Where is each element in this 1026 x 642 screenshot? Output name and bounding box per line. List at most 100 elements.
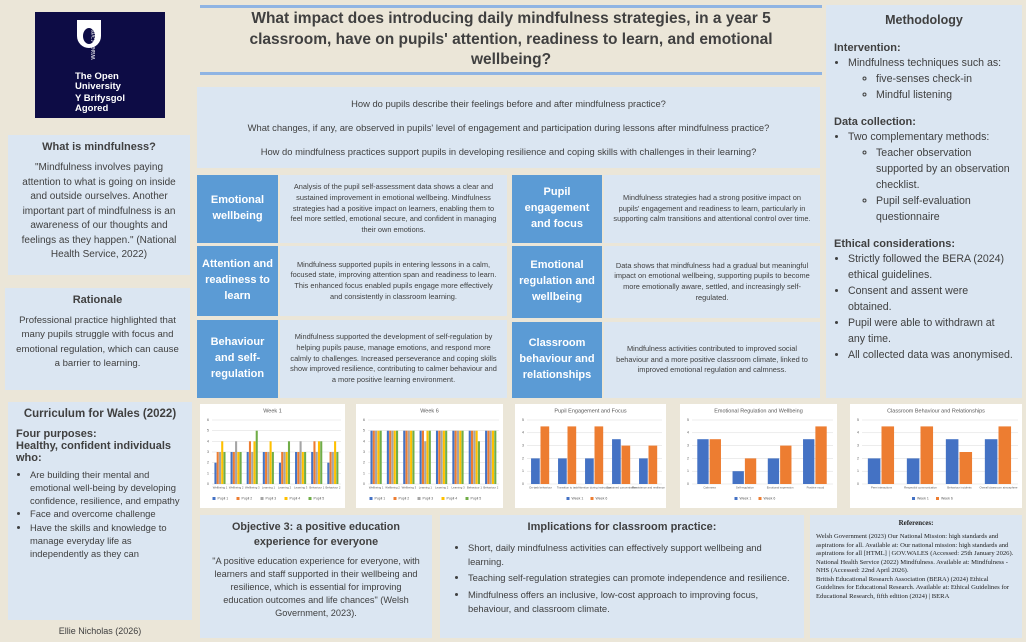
y-tick-label: 3: [522, 444, 524, 448]
bar: [221, 441, 224, 484]
bar: [473, 430, 476, 484]
bar: [237, 452, 240, 484]
bar: [984, 439, 998, 484]
quote: "Mindfulness involves paying attention t…: [21, 162, 177, 260]
bar: [567, 426, 577, 484]
y-tick-label: 3: [857, 444, 859, 448]
bar: [311, 452, 314, 484]
chart: Emotional Regulation and Wellbeing 0 1 2 3 4 5…: [680, 404, 837, 508]
bar: [214, 462, 217, 484]
x-tick-label: Learning 1: [419, 486, 433, 490]
list-item: Teaching self-regulation strategies can …: [468, 571, 792, 585]
bar: [313, 441, 316, 484]
y-tick-label: 2: [207, 461, 209, 465]
y-tick-label: 4: [522, 431, 524, 435]
title-box: What impact does introducing daily mindf…: [200, 5, 822, 75]
x-tick-label: Behaviour 1: [309, 486, 324, 490]
x-tick-label: Transition to task: [557, 486, 579, 490]
list-item: Mindfulness offers an inclusive, low-cos…: [468, 588, 792, 615]
bar: [216, 452, 219, 484]
y-tick-label: 6: [363, 418, 365, 422]
list-item: Two complementary methods:: [848, 130, 1014, 146]
x-tick-label: Wellbeing 3: [402, 486, 417, 490]
heading: References:: [898, 519, 934, 527]
bar: [468, 430, 471, 484]
bar: [998, 426, 1012, 484]
legend-swatch: [212, 497, 216, 500]
finding-label: Pupil engagement and focus: [512, 175, 602, 243]
legend-label: Week 1: [572, 496, 584, 500]
bar: [410, 430, 413, 484]
text: Professional practice highlighted that m…: [16, 315, 179, 370]
y-tick-label: 5: [687, 418, 689, 422]
x-tick-label: Overall classroom atmosphere: [980, 486, 1018, 490]
bar: [489, 430, 492, 484]
x-tick-label: Sustained concentration: [606, 486, 636, 490]
x-tick-label: Persistence and resilience: [632, 486, 665, 490]
bar: [370, 430, 373, 484]
bar: [267, 452, 270, 484]
bar: [271, 452, 274, 484]
list-item: five-senses check-in: [876, 72, 1014, 88]
subheading: Four purposes:: [16, 428, 97, 440]
bar: [218, 452, 222, 484]
bar: [475, 430, 478, 484]
bar: [396, 430, 399, 484]
y-tick-label: 2: [363, 461, 365, 465]
y-tick-label: 1: [857, 469, 859, 473]
y-tick-label: 4: [207, 439, 209, 443]
bar: [459, 430, 462, 484]
legend-label: Pupil 4: [447, 496, 458, 500]
bar: [456, 430, 460, 484]
chart-title: Pupil Engagement and Focus: [554, 408, 626, 414]
bar: [230, 452, 233, 484]
x-tick-label: Behaviour 1: [467, 486, 482, 490]
y-tick-label: 2: [857, 456, 859, 460]
x-tick-label: Calmness: [703, 486, 716, 490]
x-tick-label: Learning 2: [278, 486, 292, 490]
list-item: Face and overcome challenge: [30, 507, 184, 520]
legend-label: Pupil 5: [471, 496, 482, 500]
question: How do mindfulness practices support pup…: [260, 146, 757, 158]
bar: [301, 452, 304, 484]
bar: [424, 441, 427, 484]
y-tick-label: 0: [687, 482, 689, 486]
legend-label: Week 1: [917, 496, 929, 500]
bar: [278, 462, 281, 484]
y-tick-label: 4: [687, 431, 689, 435]
list-item: Mindfulness techniques such as:: [848, 56, 1014, 72]
list-item: Mindful listening: [876, 88, 1014, 104]
y-tick-label: 3: [687, 444, 689, 448]
bar: [235, 441, 238, 484]
x-tick-label: Wellbeing 3: [245, 486, 260, 490]
legend-swatch: [236, 497, 240, 500]
x-tick-label: Wellbeing 2: [385, 486, 400, 490]
bar: [295, 452, 298, 484]
chart-title: Emotional Regulation and Wellbeing: [714, 408, 803, 414]
bar: [403, 430, 406, 484]
bar: [334, 441, 337, 484]
mindfulness-box: What is mindfulness? "Mindfulness involv…: [8, 135, 190, 275]
legend-swatch: [465, 497, 469, 500]
bar: [639, 458, 648, 484]
y-tick-label: 5: [363, 429, 365, 433]
bar: [454, 430, 457, 484]
chart-title: Classroom Behaviour and Relationships: [887, 408, 985, 414]
bar: [232, 452, 235, 484]
bar: [744, 458, 757, 484]
y-tick-label: 1: [522, 469, 524, 473]
legend-label: Pupil 4: [290, 496, 301, 500]
bar: [379, 430, 382, 484]
subheading: Data collection:: [834, 115, 916, 128]
heading: Methodology: [885, 13, 963, 27]
bar: [246, 452, 249, 484]
curriculum-box: Curriculum for Wales (2022) Four purpose…: [8, 402, 192, 620]
legend-swatch: [758, 497, 762, 500]
y-tick-label: 0: [857, 482, 859, 486]
bar: [470, 430, 474, 484]
x-tick-label: Self-regulation: [736, 486, 754, 490]
y-tick-label: 6: [207, 418, 209, 422]
bar: [386, 430, 389, 484]
bar: [494, 430, 497, 484]
